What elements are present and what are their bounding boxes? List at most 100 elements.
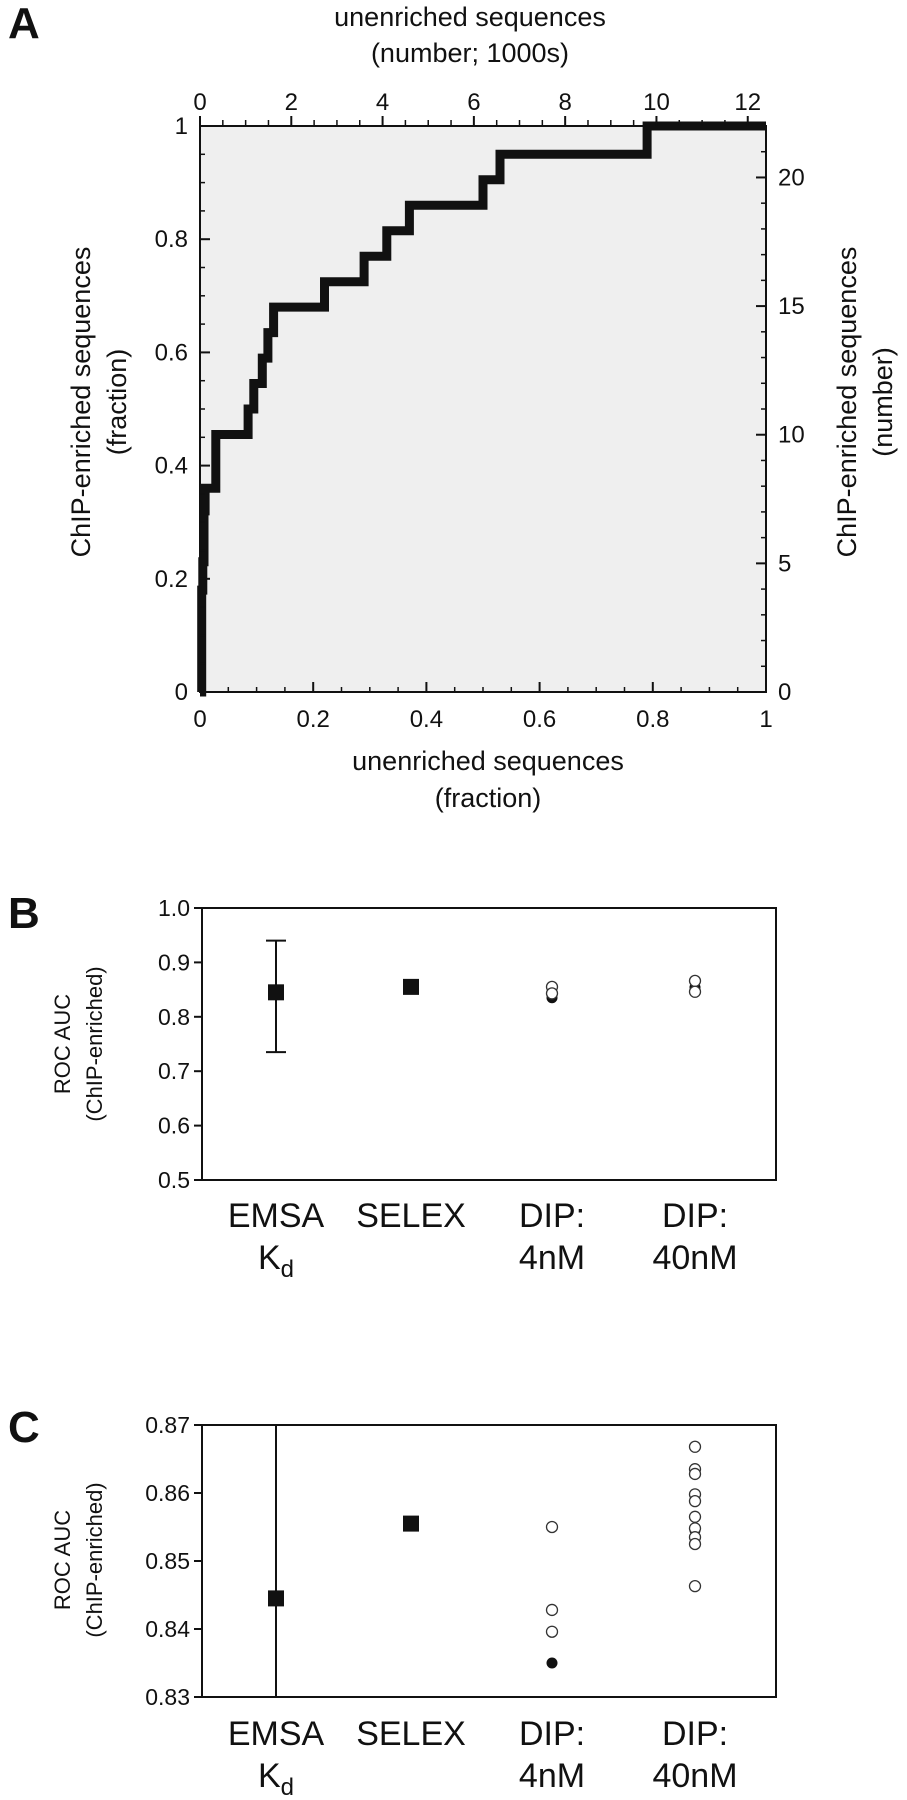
panel-letter-b: B bbox=[8, 889, 40, 938]
data-points bbox=[268, 1425, 702, 1697]
roc-curve bbox=[197, 121, 766, 697]
y-tick-label: 0.86 bbox=[145, 1480, 190, 1506]
panel-letter-c: C bbox=[8, 1403, 40, 1452]
y-right-tick-label: 10 bbox=[778, 422, 805, 449]
open-circle-marker bbox=[545, 1625, 559, 1638]
y-right-tick-label: 20 bbox=[778, 164, 805, 191]
category-label: DIP: bbox=[662, 1197, 728, 1235]
category-sublabel: 40nM bbox=[652, 1757, 737, 1795]
open-circle-marker bbox=[545, 1603, 559, 1617]
category-sublabel-main: 40nM bbox=[652, 1239, 737, 1277]
y-tick-label: 0.6 bbox=[158, 1113, 190, 1139]
panel-a: A 0 0.2 0.4 0.6 0.8 100.20.40.60.810 2 4 6 8 10 120… bbox=[8, 0, 898, 813]
x-top-tick-label: 10 bbox=[643, 89, 670, 116]
category-label: DIP: bbox=[519, 1715, 585, 1753]
open-circle-marker bbox=[688, 974, 702, 988]
category-label: DIP: bbox=[519, 1197, 585, 1235]
category-sublabel-main: 40nM bbox=[652, 1757, 737, 1795]
x-top-tick-label: 6 bbox=[467, 89, 480, 116]
axis-ticks: 0 0.2 0.4 0.6 0.8 100.20.40.60.810 2 4 6 8 10 12051… bbox=[155, 89, 805, 733]
x-tick-label: 1 bbox=[759, 706, 772, 733]
category-label: DIP: bbox=[662, 1715, 728, 1753]
x-top-label: unenriched sequences bbox=[334, 2, 606, 32]
y-tick-label: 0 bbox=[175, 679, 188, 706]
category-label: SELEX bbox=[356, 1197, 466, 1235]
x-top-tick-label: 8 bbox=[558, 89, 571, 116]
y-left-sublabel: (fraction) bbox=[102, 349, 132, 456]
category-sublabel-main: 4nM bbox=[519, 1239, 585, 1277]
x-bottom-label: unenriched sequences bbox=[352, 746, 624, 776]
y-tick-label: 0.8 bbox=[155, 226, 188, 253]
open-circle-marker bbox=[688, 1537, 702, 1551]
area-fill bbox=[200, 126, 766, 692]
y-right-sublabel: (number) bbox=[868, 347, 898, 457]
x-tick-label: 0.6 bbox=[523, 706, 556, 733]
axis-ticks: 0.83 0.84 0.85 0.86 0.87 EMSA Kd SELEX DIP: 4nM DI… bbox=[145, 1412, 737, 1800]
y-tick-label: 0.6 bbox=[155, 339, 188, 366]
roc-curve-line bbox=[197, 121, 766, 697]
category-sublabel: 4nM bbox=[519, 1239, 585, 1277]
x-tick-label: 0.8 bbox=[636, 706, 669, 733]
category-sublabel: Kd bbox=[258, 1757, 294, 1800]
y-label: ROC AUC bbox=[50, 994, 75, 1094]
x-tick-label: 0 bbox=[193, 706, 206, 733]
square-marker bbox=[403, 978, 419, 995]
open-circle-marker bbox=[688, 1580, 702, 1593]
x-tick-label: 0.4 bbox=[410, 706, 443, 733]
panel-b: B 0.5 0.6 0.7 0.8 0.9 1.0 EMSA Kd SELEX DIP: 4nM DI… bbox=[8, 889, 777, 1283]
x-bottom-sublabel: (fraction) bbox=[435, 783, 542, 813]
x-top-tick-label: 0 bbox=[193, 89, 206, 116]
data-points bbox=[266, 939, 702, 1054]
x-top-tick-label: 2 bbox=[285, 89, 298, 116]
y-tick-label: 0.9 bbox=[158, 949, 190, 975]
panel-letter-a: A bbox=[8, 0, 40, 48]
y-right-tick-label: 5 bbox=[778, 550, 791, 577]
square-marker bbox=[268, 984, 284, 1001]
filled-circle-marker bbox=[546, 1657, 558, 1669]
square-marker bbox=[268, 1590, 284, 1607]
category-label: EMSA bbox=[228, 1197, 325, 1235]
category-sublabel-main: 4nM bbox=[519, 1757, 585, 1795]
category-sublabel-main: K bbox=[258, 1239, 281, 1277]
y-tick-label: 0.4 bbox=[155, 453, 188, 480]
y-tick-label: 0.2 bbox=[155, 566, 188, 593]
y-sublabel: (ChIP-enriched) bbox=[82, 966, 107, 1121]
panel-c: C 0.83 0.84 0.85 0.86 0.87 EMSA Kd SELEX DIP: 4nM… bbox=[8, 1403, 777, 1800]
y-tick-label: 0.8 bbox=[158, 1004, 190, 1030]
category-label: EMSA bbox=[228, 1715, 325, 1753]
open-circle-marker bbox=[688, 1510, 702, 1523]
open-circle-marker bbox=[688, 1467, 702, 1481]
y-tick-label: 0.7 bbox=[158, 1058, 190, 1084]
axis-ticks: 0.5 0.6 0.7 0.8 0.9 1.0 EMSA Kd SELEX DIP: 4nM DIP:… bbox=[158, 895, 738, 1283]
y-tick-label: 1 bbox=[175, 113, 188, 140]
x-top-sublabel: (number; 1000s) bbox=[371, 38, 569, 68]
open-circle-marker bbox=[545, 987, 559, 1000]
category-sublabel: 40nM bbox=[652, 1239, 737, 1277]
category-sublabel: Kd bbox=[258, 1239, 294, 1283]
open-circle-marker bbox=[688, 1495, 702, 1508]
y-right-tick-label: 0 bbox=[778, 679, 791, 706]
x-top-tick-label: 12 bbox=[734, 89, 761, 116]
x-tick-label: 0.2 bbox=[297, 706, 330, 733]
y-tick-label: 0.85 bbox=[145, 1548, 190, 1574]
plot-frame bbox=[201, 907, 777, 1181]
category-label: SELEX bbox=[356, 1715, 466, 1753]
y-right-tick-label: 15 bbox=[778, 293, 805, 320]
y-tick-label: 1.0 bbox=[158, 895, 190, 921]
open-circle-marker bbox=[688, 1440, 702, 1453]
y-right-label: ChIP-enriched sequences bbox=[832, 247, 862, 558]
category-sublabel-main: K bbox=[258, 1757, 281, 1795]
square-marker bbox=[403, 1515, 419, 1532]
y-label: ROC AUC bbox=[50, 1510, 75, 1610]
y-left-label: ChIP-enriched sequences bbox=[66, 247, 96, 558]
open-circle-marker bbox=[545, 1520, 559, 1534]
category-sublabel-subscript: d bbox=[281, 1774, 294, 1800]
y-sublabel: (ChIP-enriched) bbox=[82, 1482, 107, 1637]
open-circle-marker bbox=[688, 985, 702, 998]
y-tick-label: 0.87 bbox=[145, 1412, 190, 1438]
y-tick-label: 0.84 bbox=[145, 1616, 190, 1642]
category-sublabel: 4nM bbox=[519, 1757, 585, 1795]
category-sublabel-subscript: d bbox=[281, 1256, 294, 1283]
y-tick-label: 0.5 bbox=[158, 1167, 190, 1193]
